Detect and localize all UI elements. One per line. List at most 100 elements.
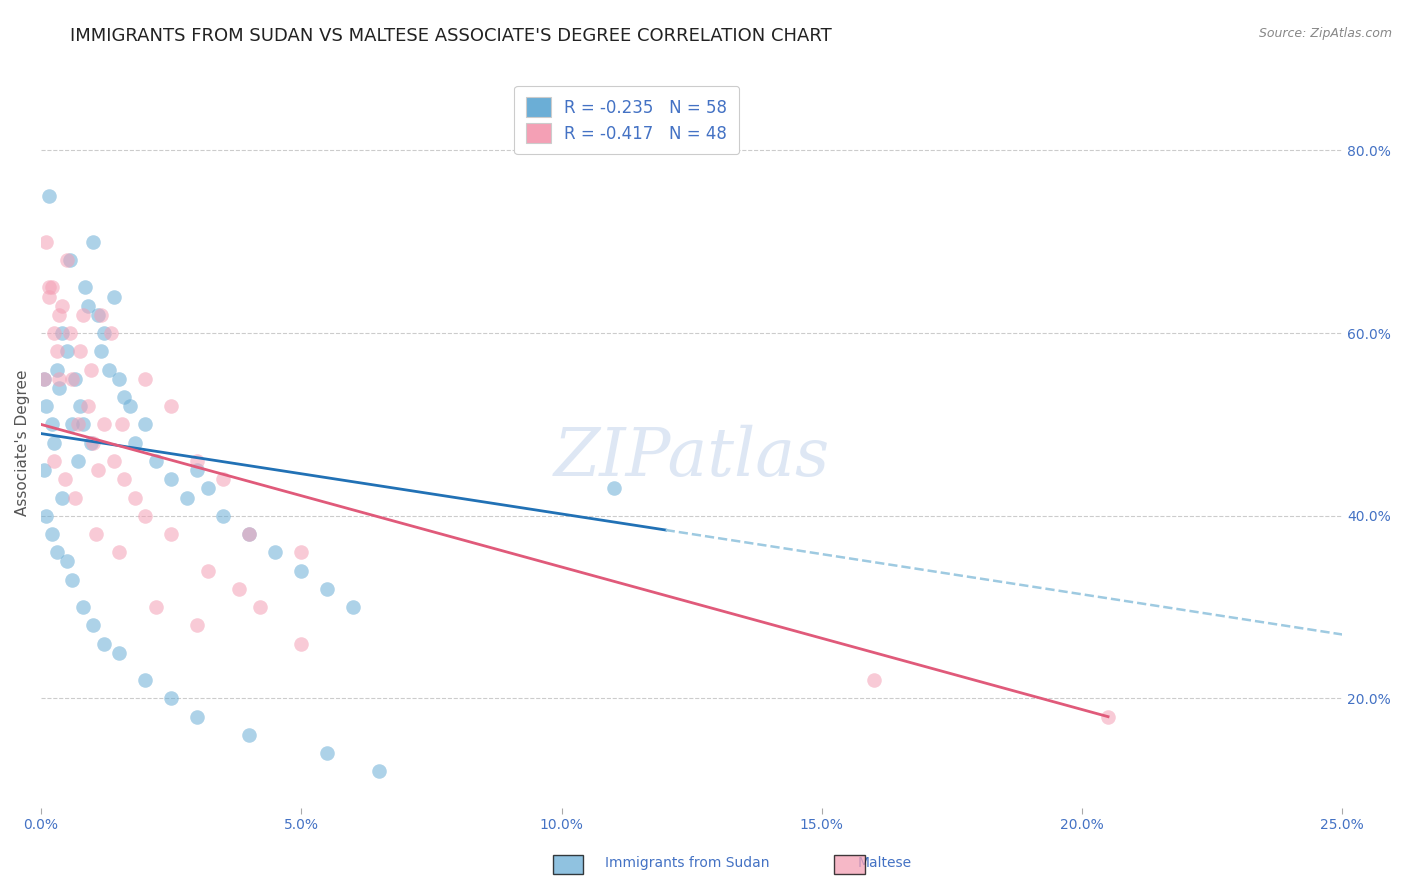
Point: [112, 472, 135, 486]
Point: [316, 582, 339, 596]
Point: [38, 189, 60, 203]
Point: [238, 527, 260, 541]
Point: [45, 344, 67, 359]
Point: [38, 290, 60, 304]
Point: [82, 235, 104, 249]
Point: [69, 399, 91, 413]
Point: [60, 573, 83, 587]
Point: [197, 482, 219, 496]
Point: [197, 564, 219, 578]
Point: [56, 554, 79, 568]
Point: [45, 545, 67, 559]
Point: [145, 454, 167, 468]
Point: [41, 527, 63, 541]
Point: [82, 435, 104, 450]
Point: [93, 417, 115, 432]
Point: [60, 372, 83, 386]
Point: [160, 472, 183, 486]
Point: [108, 646, 131, 660]
Point: [368, 764, 391, 779]
Y-axis label: Associate's Degree: Associate's Degree: [15, 369, 30, 516]
Point: [160, 691, 183, 706]
Point: [90, 344, 112, 359]
Text: ZIPatlas: ZIPatlas: [554, 425, 830, 490]
Point: [77, 399, 100, 413]
Point: [290, 545, 312, 559]
Point: [84, 527, 107, 541]
Point: [134, 372, 156, 386]
Point: [79, 435, 101, 450]
Point: [79, 362, 101, 376]
Text: Source: ZipAtlas.com: Source: ZipAtlas.com: [1258, 27, 1392, 40]
Point: [112, 390, 135, 404]
Point: [108, 372, 131, 386]
Point: [134, 417, 156, 432]
Point: [176, 491, 198, 505]
Point: [42, 435, 65, 450]
Point: [35, 235, 58, 249]
Point: [145, 600, 167, 615]
Point: [66, 417, 89, 432]
Point: [51, 299, 73, 313]
Point: [77, 299, 100, 313]
Point: [342, 600, 364, 615]
Point: [290, 564, 312, 578]
Point: [72, 600, 94, 615]
Point: [38, 280, 60, 294]
Point: [35, 399, 58, 413]
Point: [108, 545, 131, 559]
Point: [100, 326, 122, 340]
Point: [238, 527, 260, 541]
Point: [42, 326, 65, 340]
Point: [87, 308, 110, 322]
Point: [51, 326, 73, 340]
Point: [42, 454, 65, 468]
Point: [602, 482, 624, 496]
Point: [160, 399, 183, 413]
Point: [72, 417, 94, 432]
Point: [69, 344, 91, 359]
Point: [249, 600, 271, 615]
Point: [118, 399, 141, 413]
Point: [87, 463, 110, 477]
Point: [160, 527, 183, 541]
Point: [103, 454, 125, 468]
Point: [63, 491, 86, 505]
Point: [53, 472, 76, 486]
Point: [186, 454, 208, 468]
Point: [56, 253, 79, 268]
Point: [186, 618, 208, 632]
Point: [41, 280, 63, 294]
Point: [103, 290, 125, 304]
Point: [75, 280, 97, 294]
Point: [32, 463, 55, 477]
Text: Maltese: Maltese: [858, 855, 911, 870]
Point: [124, 491, 146, 505]
Text: IMMIGRANTS FROM SUDAN VS MALTESE ASSOCIATE'S DEGREE CORRELATION CHART: IMMIGRANTS FROM SUDAN VS MALTESE ASSOCIA…: [70, 27, 832, 45]
Point: [59, 326, 82, 340]
Point: [32, 372, 55, 386]
Legend: R = -0.235   N = 58, R = -0.417   N = 48: R = -0.235 N = 58, R = -0.417 N = 48: [515, 86, 740, 154]
Point: [863, 673, 886, 687]
Point: [90, 308, 112, 322]
Point: [111, 417, 134, 432]
Point: [59, 253, 82, 268]
Point: [48, 372, 70, 386]
Point: [134, 508, 156, 523]
Point: [290, 637, 312, 651]
Point: [32, 372, 55, 386]
Point: [97, 362, 120, 376]
Point: [316, 746, 339, 760]
Point: [124, 435, 146, 450]
Point: [82, 618, 104, 632]
Point: [60, 417, 83, 432]
Point: [48, 381, 70, 395]
Point: [1097, 709, 1119, 723]
Point: [45, 362, 67, 376]
Point: [134, 673, 156, 687]
Point: [41, 417, 63, 432]
Point: [264, 545, 287, 559]
Point: [48, 308, 70, 322]
Point: [56, 344, 79, 359]
Text: Immigrants from Sudan: Immigrants from Sudan: [605, 855, 769, 870]
